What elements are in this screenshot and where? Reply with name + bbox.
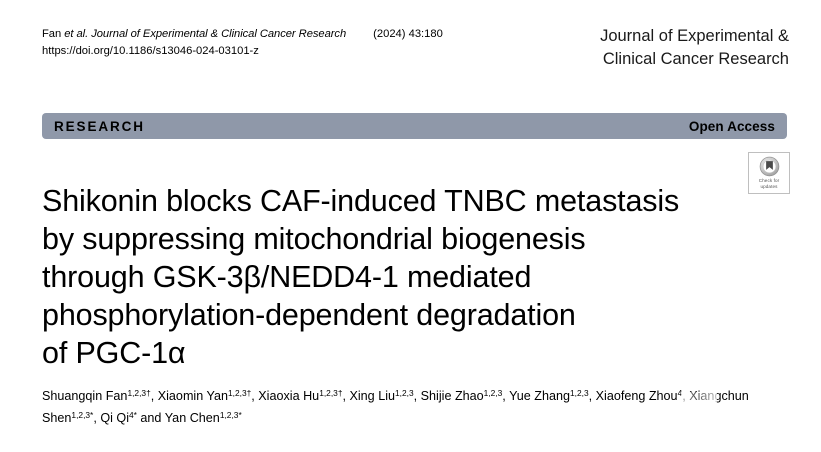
check-for-updates-line-2: updates — [760, 183, 778, 189]
author-separator: , — [342, 389, 350, 403]
check-for-updates-line-1: Check for — [758, 178, 780, 183]
author-name: Xing Liu — [349, 389, 395, 403]
author-affiliation-marker: 1,2,3* — [71, 409, 94, 420]
author-name: Xiaoxia Hu — [258, 389, 320, 403]
author-affiliation-marker: 1,2,3 — [483, 388, 503, 398]
check-for-updates-button[interactable]: Check for updates — [748, 152, 790, 194]
author-entry: Xing Liu1,2,3, — [349, 389, 420, 403]
journal-name-line-1: Journal of Experimental & — [600, 27, 789, 45]
open-access-label: Open Access — [688, 118, 775, 134]
author-separator: and — [136, 410, 165, 425]
author-affiliation-marker: 1,2,3† — [127, 388, 151, 398]
author-entry: Xiaofeng Zhou4, — [596, 389, 690, 403]
page-title: Shikonin blocks CAF-induced TNBC metasta… — [42, 182, 742, 372]
crossmark-logo-icon — [759, 156, 779, 177]
title-line-5: of PGC-1α — [42, 336, 186, 371]
article-type-banner: RESEARCH Open Access — [42, 113, 787, 139]
author-entry: Xiaomin Yan1,2,3†, — [158, 389, 259, 403]
author-name: Yan Chen — [164, 410, 220, 425]
check-for-updates-label: Check for updates — [759, 178, 780, 189]
journal-name-line-2: Clinical Cancer Research — [602, 50, 789, 68]
title-line-1: Shikonin blocks CAF-induced TNBC metasta… — [42, 184, 680, 219]
author-separator: , — [588, 389, 596, 403]
author-affiliation-marker: 1,2,3† — [227, 388, 252, 398]
author-affiliation-marker: 1,2,3* — [219, 409, 242, 420]
author-affiliation-marker: 1,2,3 — [570, 388, 589, 398]
author-name: Xiaomin Yan — [157, 389, 228, 403]
article-type-label: RESEARCH — [54, 118, 145, 134]
author-affiliation-marker: 4* — [129, 409, 137, 420]
author-entry: Shijie Zhao1,2,3, — [421, 389, 509, 403]
running-head-volume: (2024) 43:180 — [373, 28, 443, 40]
author-separator: , — [150, 389, 158, 403]
author-name: Shijie Zhao — [420, 389, 484, 403]
running-head: Fan et al. Journal of Experimental & Cli… — [42, 26, 782, 59]
author-separator: , — [251, 389, 259, 403]
author-entry: Yan Chen1,2,3* — [164, 409, 242, 425]
author-entry: Shuangqin Fan1,2,3†, — [42, 389, 158, 403]
author-affiliation-marker: 1,2,3† — [319, 388, 343, 398]
running-head-author: Fan — [42, 28, 65, 40]
journal-name: Journal of Experimental & Clinical Cance… — [489, 25, 789, 71]
title-line-4: phosphorylation-dependent degradation — [42, 298, 576, 333]
title-line-2: by suppressing mitochondrial biogenesis — [42, 222, 586, 257]
author-entry: Qi Qi4* and — [100, 409, 165, 425]
running-head-journal: Journal of Experimental & Clinical Cance… — [88, 28, 347, 40]
title-line-3: through GSK-3β/NEDD4-1 mediated — [42, 260, 532, 295]
running-head-etal: et al. — [64, 28, 89, 40]
author-entry: Xiaoxia Hu1,2,3†, — [258, 389, 349, 403]
author-name: Qi Qi — [100, 410, 129, 425]
author-name: Shuangqin Fan — [42, 389, 128, 403]
doi-link[interactable]: https://doi.org/10.1186/s13046-024-03101… — [42, 45, 259, 57]
author-affiliation-marker: 1,2,3 — [395, 388, 414, 398]
running-head-row: Fan et al. Journal of Experimental & Cli… — [42, 26, 782, 42]
author-entry: Yue Zhang1,2,3, — [509, 389, 596, 403]
author-separator: , — [93, 410, 101, 425]
author-name: Yue Zhang — [509, 389, 570, 403]
running-head-citation: Fan et al. Journal of Experimental & Cli… — [42, 26, 346, 42]
author-name: Xiaofeng Zhou — [595, 389, 678, 403]
author-separator: , — [413, 389, 421, 403]
author-list: Shuangqin Fan1,2,3†, Xiaomin Yan1,2,3†, … — [42, 386, 782, 429]
author-separator: , — [502, 389, 510, 403]
author-affiliation-marker: 4 — [677, 388, 683, 398]
